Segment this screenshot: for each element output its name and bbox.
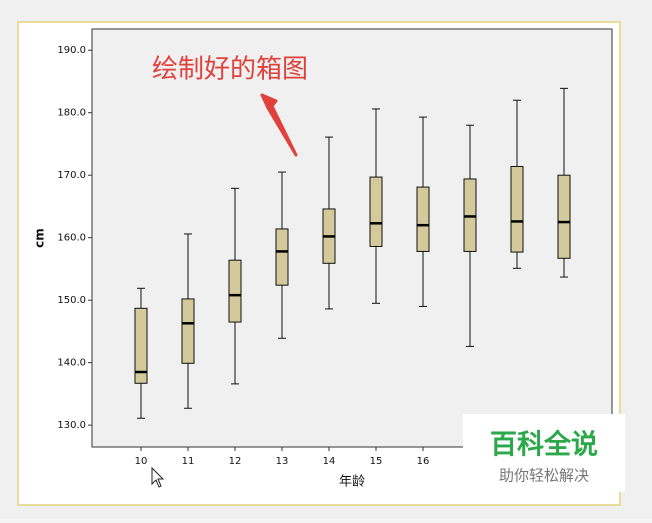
annotation: 绘制好的箱图 [152,55,308,85]
mouse-cursor [151,466,165,488]
box [557,174,571,259]
y-tick-label: 140.0 [57,358,86,369]
x-tick-label: 12 [229,456,242,467]
box [369,176,383,247]
y-axis-label: cm [33,228,47,248]
x-tick-label: 16 [417,456,430,467]
x-tick-label: 11 [182,456,195,467]
box [181,298,195,364]
y-tick-label: 150.0 [57,295,86,306]
y-tick-label: 130.0 [57,420,86,431]
y-tick-label: 190.0 [57,45,86,56]
watermark-title: 百科全说 [490,429,598,461]
x-tick-label: 13 [276,456,289,467]
y-tick-label: 160.0 [57,233,86,244]
x-tick-label: 14 [323,456,336,467]
marks: 130.0 140.0 150.0 160.0 170.0 180.0 190.0 10 11 1… [57,45,571,467]
y-tick-label: 170.0 [57,170,86,181]
plot-area [91,28,613,448]
box [275,228,289,286]
x-tick-label: 15 [370,456,383,467]
box [510,165,524,253]
box [416,186,430,252]
y-tick-label: 180.0 [57,108,86,119]
box [228,259,242,323]
watermark-subtitle: 助你轻松解决 [499,467,589,485]
watermark-box [463,414,625,492]
x-tick-label: 10 [135,456,148,467]
annotation-arrow [260,93,298,157]
box [134,307,148,384]
x-axis-label: 年龄 [339,475,365,490]
